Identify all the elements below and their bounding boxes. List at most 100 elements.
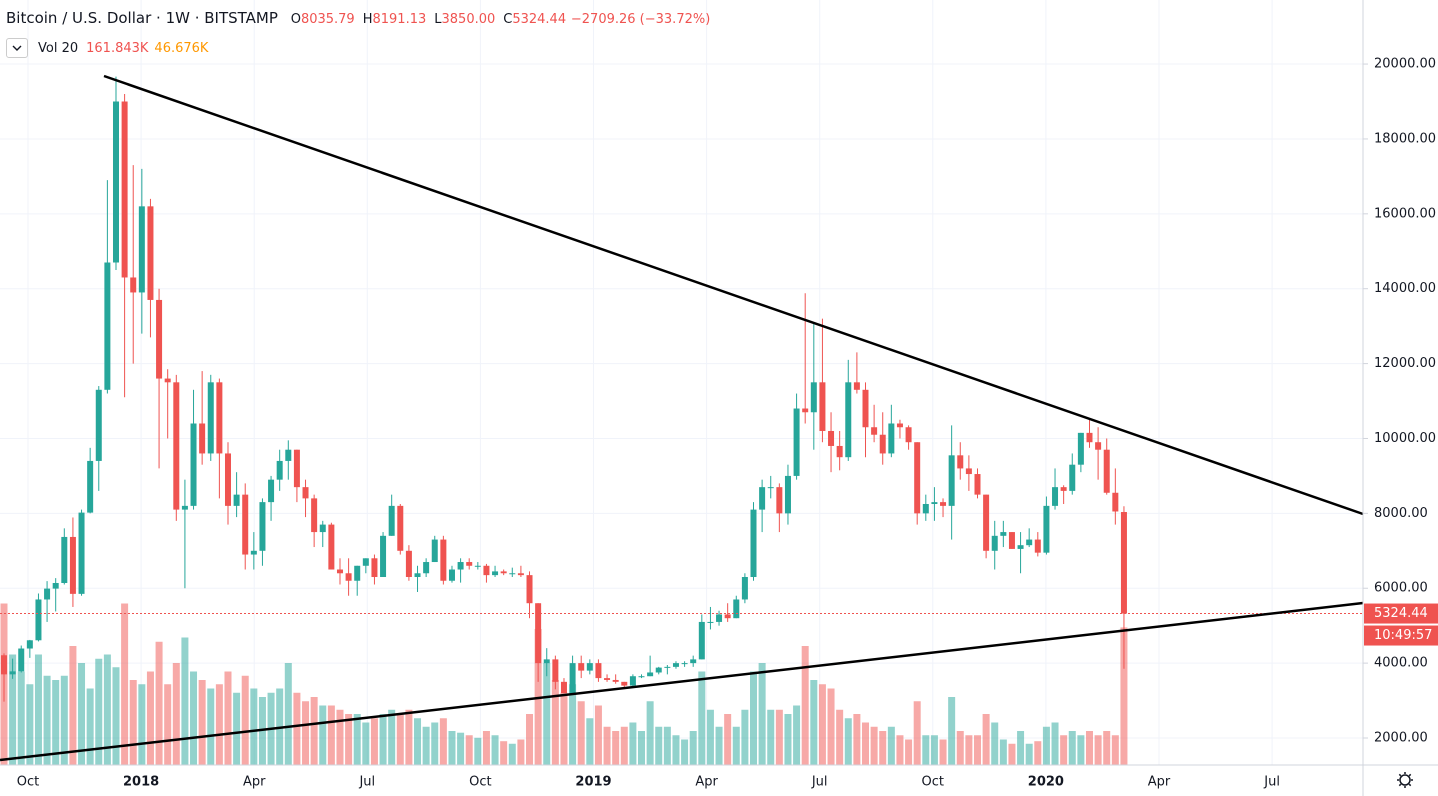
volume-bar bbox=[965, 735, 973, 765]
volume-bar bbox=[1094, 735, 1102, 765]
volume-bar bbox=[457, 732, 465, 765]
candle-body bbox=[130, 277, 137, 293]
candle-body bbox=[741, 577, 748, 600]
candle-body bbox=[457, 562, 464, 570]
candle-body bbox=[319, 524, 326, 533]
candle-body bbox=[698, 621, 705, 660]
price-pane bbox=[0, 76, 1363, 702]
candle-body bbox=[724, 614, 731, 619]
volume-bar bbox=[1008, 743, 1016, 765]
x-tick-label: 2020 bbox=[1028, 775, 1064, 790]
candle-body bbox=[560, 681, 567, 694]
volume-bar bbox=[1051, 722, 1059, 765]
candle-body bbox=[87, 460, 94, 513]
ohlc-key: C bbox=[503, 12, 513, 27]
volume-bar bbox=[52, 680, 60, 765]
volume-bar bbox=[121, 603, 129, 765]
volume-bar bbox=[198, 680, 206, 765]
volume-bar bbox=[250, 688, 258, 765]
grid bbox=[0, 0, 1363, 765]
candle-body bbox=[828, 430, 835, 446]
candle-body bbox=[750, 509, 757, 578]
y-tick-label: 4000.00 bbox=[1374, 656, 1428, 671]
candle-body bbox=[121, 101, 128, 278]
volume-bar bbox=[991, 722, 999, 765]
volume-bar bbox=[465, 735, 473, 765]
volume-bar bbox=[982, 714, 990, 765]
collapse-button[interactable] bbox=[6, 38, 28, 58]
candle-body bbox=[991, 535, 998, 551]
volume-bar bbox=[827, 688, 835, 765]
volume-bar bbox=[526, 714, 534, 765]
volume-bar bbox=[172, 663, 180, 765]
volume-bar bbox=[17, 671, 25, 765]
y-tick-label: 16000.00 bbox=[1374, 206, 1436, 221]
candle-body bbox=[250, 550, 257, 555]
ohlc-value: 8035.79 bbox=[300, 12, 355, 27]
volume-bar bbox=[431, 722, 439, 765]
candle-body bbox=[621, 681, 628, 686]
y-tick-label: 10000.00 bbox=[1374, 431, 1436, 446]
volume-bar bbox=[241, 675, 249, 765]
volume-bar bbox=[663, 726, 671, 765]
candle-body bbox=[535, 603, 542, 664]
volume-bar bbox=[646, 701, 654, 765]
volume-bar bbox=[896, 735, 904, 765]
candle-body bbox=[974, 474, 981, 495]
settings-icon[interactable] bbox=[1397, 772, 1413, 788]
candle-body bbox=[965, 468, 972, 475]
candle-body bbox=[1086, 432, 1093, 443]
volume-bar bbox=[69, 646, 77, 765]
x-tick-label: Apr bbox=[243, 775, 266, 790]
candle-body bbox=[604, 678, 611, 680]
x-tick-label: Oct bbox=[922, 775, 944, 790]
volume-bar bbox=[999, 739, 1007, 765]
volume-bar bbox=[655, 726, 663, 765]
volume-bar bbox=[620, 726, 628, 765]
volume-bar bbox=[1034, 741, 1042, 765]
candle-body bbox=[784, 475, 791, 514]
volume-bar bbox=[500, 741, 508, 765]
x-tick-label: 2018 bbox=[123, 775, 159, 790]
volume-bar bbox=[396, 714, 404, 765]
volume-bar bbox=[508, 743, 516, 765]
volume-bar bbox=[956, 731, 964, 765]
candle-body bbox=[164, 378, 171, 383]
candle-body bbox=[414, 573, 421, 578]
volume-bar bbox=[224, 671, 232, 765]
volume-bar bbox=[207, 688, 215, 765]
volume-bar bbox=[26, 684, 34, 765]
volume-bar bbox=[612, 731, 620, 765]
candle-body bbox=[293, 449, 300, 488]
volume-bar bbox=[706, 709, 714, 765]
volume-value: 161.843K bbox=[86, 40, 149, 56]
candle-body bbox=[1052, 487, 1059, 506]
candle-body bbox=[810, 382, 817, 413]
volume-bar bbox=[9, 654, 17, 765]
candle-body bbox=[95, 389, 102, 461]
candle-body bbox=[629, 676, 636, 686]
ohlc-value: 5324.44 bbox=[512, 12, 567, 27]
volume-bar bbox=[1085, 731, 1093, 765]
volume-bar bbox=[973, 735, 981, 765]
volume-bar bbox=[569, 684, 577, 765]
x-tick-label: 2019 bbox=[575, 775, 611, 790]
volume-bar bbox=[879, 731, 887, 765]
candle-body bbox=[733, 599, 740, 619]
y-tick-label: 18000.00 bbox=[1374, 131, 1436, 146]
y-tick-label: 12000.00 bbox=[1374, 356, 1436, 371]
candle-body bbox=[1103, 449, 1110, 493]
candle-body bbox=[1043, 505, 1050, 553]
volume-bar bbox=[818, 684, 826, 765]
volume-bar bbox=[638, 731, 646, 765]
y-tick-label: 14000.00 bbox=[1374, 281, 1436, 296]
volume-bar bbox=[379, 714, 387, 765]
volume-bar bbox=[715, 726, 723, 765]
candle-body bbox=[655, 667, 662, 673]
candle-body bbox=[500, 571, 507, 574]
candle-body bbox=[35, 599, 42, 641]
candle-body bbox=[1, 655, 7, 675]
candle-body bbox=[586, 663, 593, 671]
volume-bar bbox=[146, 671, 154, 765]
